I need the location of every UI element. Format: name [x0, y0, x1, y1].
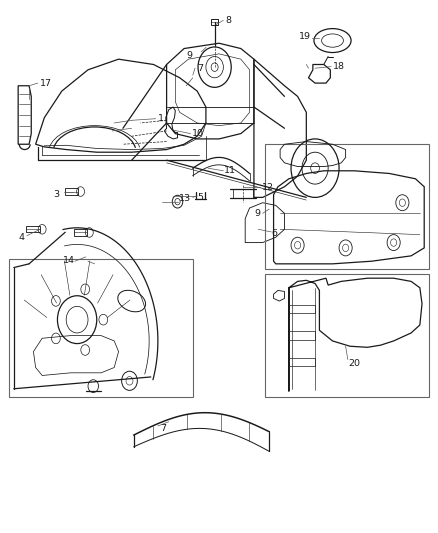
Text: 9: 9 — [187, 51, 193, 60]
Text: 5: 5 — [197, 193, 203, 202]
Text: 19: 19 — [299, 32, 311, 41]
Text: 3: 3 — [53, 190, 60, 199]
Text: 1: 1 — [158, 114, 164, 123]
Text: 7: 7 — [160, 424, 166, 433]
Bar — [265, 144, 428, 269]
Text: 13: 13 — [179, 195, 191, 204]
Text: 11: 11 — [224, 166, 236, 175]
Bar — [265, 274, 428, 397]
Text: 8: 8 — [226, 16, 232, 25]
Text: 9: 9 — [254, 209, 261, 219]
Text: 7: 7 — [197, 64, 203, 72]
Text: 12: 12 — [262, 183, 274, 192]
Text: 17: 17 — [40, 78, 52, 87]
Text: 6: 6 — [272, 229, 277, 238]
Text: 18: 18 — [332, 62, 345, 71]
Bar — [10, 259, 193, 397]
Bar — [289, 358, 315, 367]
Bar — [289, 332, 315, 340]
Text: 14: 14 — [63, 256, 75, 265]
Text: 20: 20 — [348, 359, 360, 368]
Text: 4: 4 — [19, 233, 25, 242]
Bar — [289, 305, 315, 313]
Text: 10: 10 — [192, 129, 204, 138]
